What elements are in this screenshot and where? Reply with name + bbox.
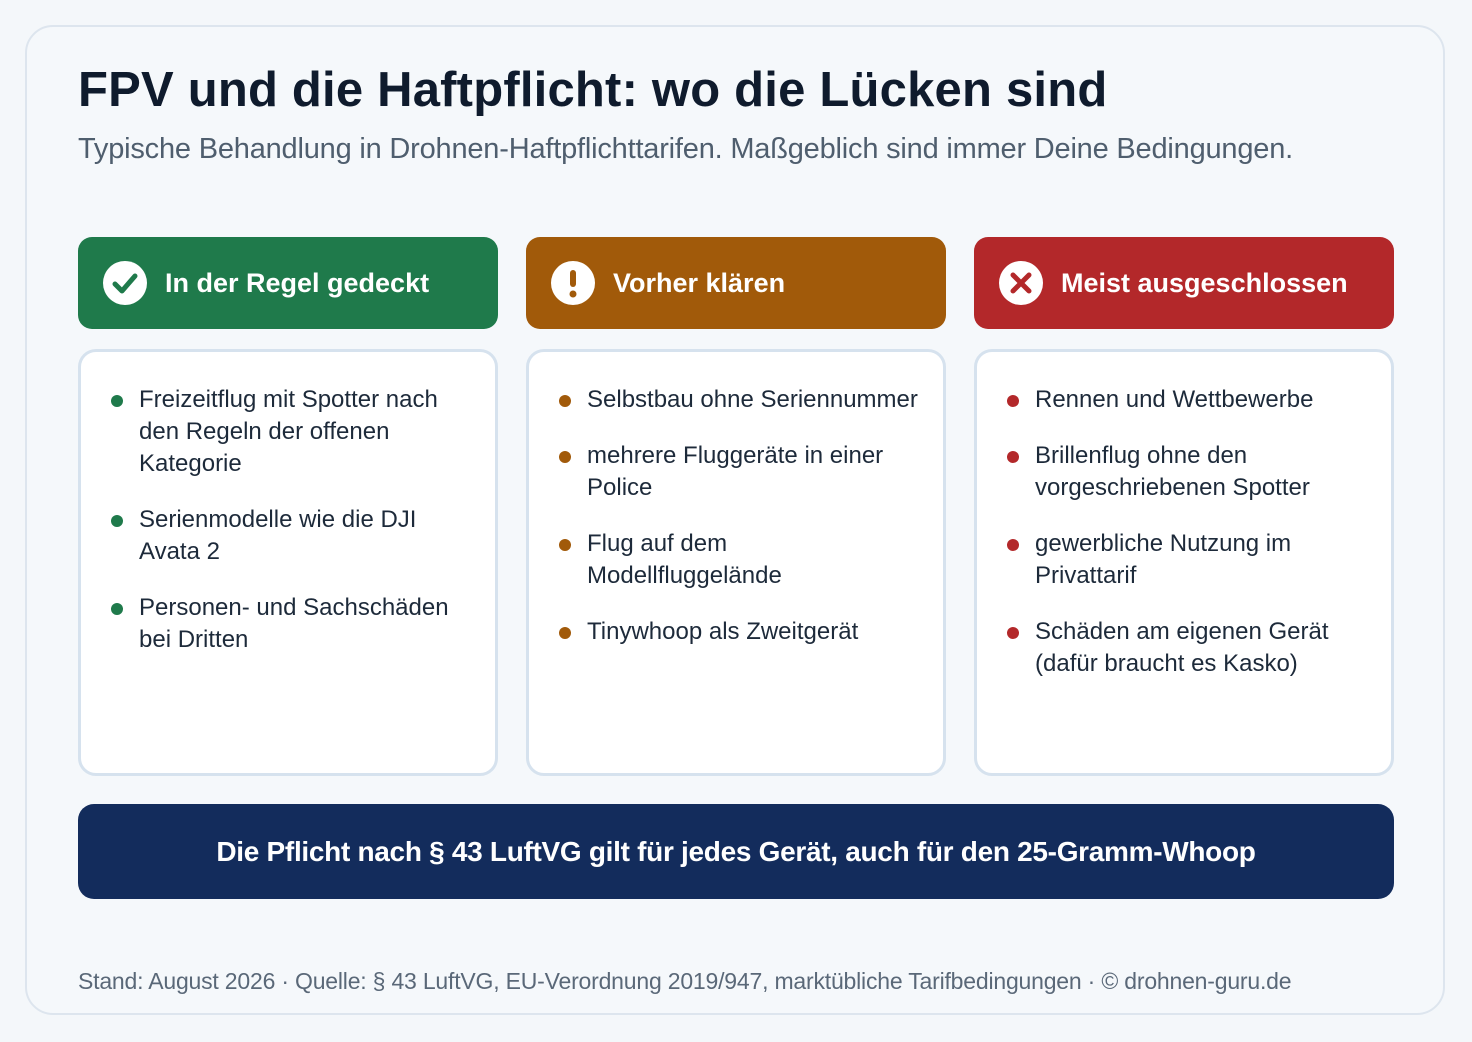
page-title: FPV und die Haftpflicht: wo die Lücken s… bbox=[78, 63, 1108, 117]
source-footer: Stand: August 2026 · Quelle: § 43 LuftVG… bbox=[78, 968, 1292, 994]
column-list-clarify: Selbstbau ohne Seriennummer mehrere Flug… bbox=[526, 349, 946, 776]
list-item: Tinywhoop als Zweitgerät bbox=[559, 616, 923, 648]
column-list-covered: Freizeitflug mit Spotter nach den Regeln… bbox=[78, 349, 498, 776]
list-item: Serienmodelle wie die DJI Avata 2 bbox=[111, 504, 475, 568]
bullet-icon bbox=[111, 515, 123, 527]
bullet-icon bbox=[1007, 395, 1019, 407]
bullet-icon bbox=[111, 603, 123, 615]
bullet-icon bbox=[1007, 539, 1019, 551]
list-item-text: Schäden am eigenen Gerät (dafür braucht … bbox=[1035, 618, 1329, 677]
list-item-text: Serienmodelle wie die DJI Avata 2 bbox=[139, 506, 417, 565]
banner-text: Die Pflicht nach § 43 LuftVG gilt für je… bbox=[216, 835, 1256, 867]
bullet-icon bbox=[1007, 451, 1019, 463]
list-item-text: mehrere Fluggeräte in einer Police bbox=[587, 442, 884, 501]
page-subtitle: Typische Behandlung in Drohnen-Haftpflic… bbox=[78, 133, 1293, 165]
list-item: Selbstbau ohne Seriennummer bbox=[559, 384, 923, 416]
bullet-icon bbox=[111, 395, 123, 407]
column-header-label: Meist ausgeschlossen bbox=[1061, 267, 1348, 298]
column-header-covered: In der Regel gedeckt bbox=[78, 237, 498, 329]
x-circle-icon bbox=[999, 261, 1043, 305]
bullet-icon bbox=[559, 451, 571, 463]
list-item: Brillenflug ohne den vorgeschriebenen Sp… bbox=[1007, 440, 1371, 504]
list-item: Rennen und Wettbewerbe bbox=[1007, 384, 1371, 416]
list-item-text: gewerbliche Nutzung im Privattarif bbox=[1035, 530, 1292, 589]
list-item: gewerbliche Nutzung im Privattarif bbox=[1007, 528, 1371, 592]
column-list-excluded: Rennen und Wettbewerbe Brillenflug ohne … bbox=[974, 349, 1394, 776]
bullet-icon bbox=[559, 395, 571, 407]
list-item-text: Tinywhoop als Zweitgerät bbox=[587, 618, 859, 645]
list-item-text: Brillenflug ohne den vorgeschriebenen Sp… bbox=[1035, 442, 1310, 501]
list-item: Flug auf dem Modellfluggelände bbox=[559, 528, 923, 592]
list-item-text: Freizeitflug mit Spotter nach den Regeln… bbox=[139, 386, 438, 477]
list-item: Schäden am eigenen Gerät (dafür braucht … bbox=[1007, 616, 1371, 680]
list-item-text: Personen- und Sachschäden bei Dritten bbox=[139, 594, 449, 653]
check-circle-icon bbox=[103, 261, 147, 305]
bullet-icon bbox=[559, 627, 571, 639]
bullet-icon bbox=[1007, 627, 1019, 639]
list-item-text: Selbstbau ohne Seriennummer bbox=[587, 386, 918, 413]
column-header-excluded: Meist ausgeschlossen bbox=[974, 237, 1394, 329]
column-header-label: Vorher klären bbox=[613, 267, 786, 298]
list-item-text: Rennen und Wettbewerbe bbox=[1035, 386, 1314, 413]
column-header-label: In der Regel gedeckt bbox=[165, 267, 430, 298]
list-item: mehrere Fluggeräte in einer Police bbox=[559, 440, 923, 504]
list-item: Personen- und Sachschäden bei Dritten bbox=[111, 592, 475, 656]
column-header-clarify: Vorher klären bbox=[526, 237, 946, 329]
exclamation-circle-icon bbox=[551, 261, 595, 305]
list-item: Freizeitflug mit Spotter nach den Regeln… bbox=[111, 384, 475, 480]
bullet-icon bbox=[559, 539, 571, 551]
legal-note-banner: Die Pflicht nach § 43 LuftVG gilt für je… bbox=[78, 804, 1394, 899]
list-item-text: Flug auf dem Modellfluggelände bbox=[587, 530, 782, 589]
